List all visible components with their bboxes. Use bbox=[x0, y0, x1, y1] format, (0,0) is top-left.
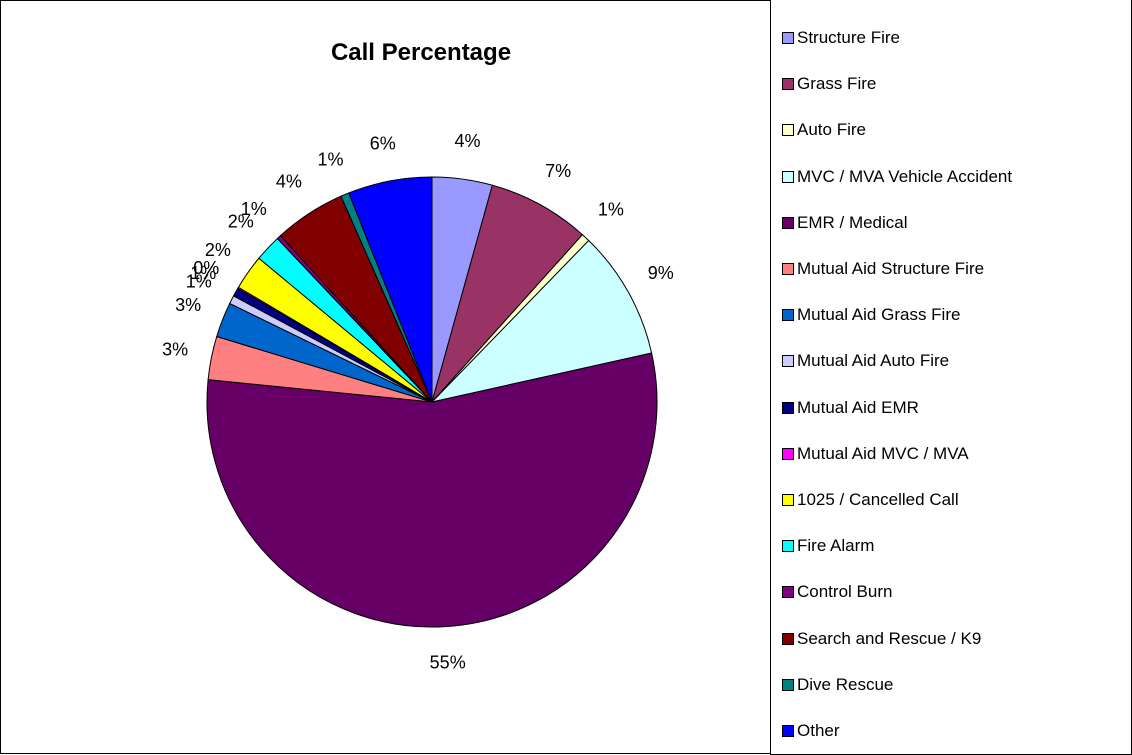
legend-item: Control Burn bbox=[782, 582, 892, 602]
legend-label: Mutual Aid EMR bbox=[797, 397, 919, 417]
legend-label: Grass Fire bbox=[797, 74, 877, 94]
legend-label: Fire Alarm bbox=[797, 536, 875, 556]
slice-data-label: 1% bbox=[186, 272, 212, 292]
legend-label: Mutual Aid Grass Fire bbox=[797, 305, 961, 325]
legend-item: Fire Alarm bbox=[782, 536, 874, 556]
legend-label: Dive Rescue bbox=[797, 674, 894, 694]
legend-swatch bbox=[782, 725, 794, 737]
slice-data-label: 4% bbox=[454, 131, 480, 151]
legend-swatch bbox=[782, 32, 794, 44]
legend-item: Other bbox=[782, 721, 840, 741]
legend-item: Auto Fire bbox=[782, 120, 866, 140]
legend-label: MVC / MVA Vehicle Accident bbox=[797, 166, 1013, 186]
legend-swatch bbox=[782, 216, 794, 229]
legend-item: Structure Fire bbox=[782, 28, 900, 48]
legend-swatch bbox=[782, 494, 794, 506]
slice-data-label: 2% bbox=[228, 212, 254, 232]
legend-swatch bbox=[782, 78, 794, 91]
legend-label: Auto Fire bbox=[797, 120, 866, 140]
legend-item: Mutual Aid MVC / MVA bbox=[782, 444, 969, 464]
pie-slice-4 bbox=[206, 352, 658, 628]
slice-data-label: 1% bbox=[317, 149, 343, 169]
legend-label: Mutual Aid MVC / MVA bbox=[797, 443, 969, 463]
pie-slice-3 bbox=[430, 239, 653, 403]
legend-item: Mutual Aid EMR bbox=[782, 398, 919, 418]
chart-title: Call Percentage bbox=[330, 39, 512, 66]
legend-item: Mutual Aid Grass Fire bbox=[782, 305, 960, 325]
legend-item: Search and Rescue / K9 bbox=[782, 629, 981, 649]
pie-slice-1 bbox=[431, 184, 584, 403]
legend-swatch bbox=[782, 678, 794, 691]
legend-item: Mutual Aid Structure Fire bbox=[782, 259, 984, 279]
legend: Structure Fire Grass Fire Auto Fire MVC / M… bbox=[770, 0, 1132, 755]
legend-item: MVC / MVA Vehicle Accident bbox=[782, 167, 1012, 187]
legend-label: Structure Fire bbox=[797, 28, 900, 47]
slice-data-label: 1% bbox=[598, 199, 624, 219]
legend-label: Mutual Aid Structure Fire bbox=[797, 259, 985, 278]
legend-label: Mutual Aid Auto Fire bbox=[797, 351, 950, 371]
legend-label: 1025 / Cancelled Call bbox=[797, 490, 959, 509]
legend-label: EMR / Medical bbox=[797, 212, 908, 232]
legend-swatch bbox=[782, 632, 794, 645]
legend-item: 1025 / Cancelled Call bbox=[782, 490, 959, 510]
pie-chart: 4%7%1%9%55%3%3%1%1%0%2%2%1%4%1%6% bbox=[162, 131, 674, 672]
legend-swatch bbox=[782, 124, 794, 137]
legend-swatch bbox=[782, 355, 794, 368]
slice-data-label: 55% bbox=[430, 652, 466, 672]
slice-data-label: 9% bbox=[648, 263, 674, 283]
legend-swatch bbox=[782, 401, 794, 414]
legend-item: Dive Rescue bbox=[782, 675, 893, 695]
legend-swatch bbox=[782, 263, 794, 275]
legend-swatch bbox=[782, 447, 794, 460]
pie-slice-15 bbox=[348, 176, 433, 403]
slice-data-label: 0% bbox=[193, 258, 219, 278]
legend-item: Mutual Aid Auto Fire bbox=[782, 351, 949, 371]
legend-swatch bbox=[782, 170, 794, 183]
legend-item: EMR / Medical bbox=[782, 213, 908, 233]
slice-data-label: 3% bbox=[162, 339, 188, 359]
slice-data-label: 2% bbox=[205, 240, 231, 260]
legend-label: Other bbox=[797, 721, 840, 740]
legend-item: Grass Fire bbox=[782, 74, 876, 94]
slice-data-label: 6% bbox=[370, 133, 396, 153]
legend-swatch bbox=[782, 540, 794, 553]
slice-data-label: 1% bbox=[190, 263, 216, 283]
slice-data-label: 3% bbox=[175, 295, 201, 315]
legend-swatch bbox=[782, 586, 794, 599]
legend-label: Search and Rescue / K9 bbox=[797, 628, 982, 648]
slice-data-label: 7% bbox=[545, 161, 571, 181]
slice-data-label: 4% bbox=[276, 171, 302, 191]
legend-swatch bbox=[782, 309, 794, 322]
legend-label: Control Burn bbox=[797, 582, 893, 602]
slice-data-label: 1% bbox=[241, 199, 267, 219]
